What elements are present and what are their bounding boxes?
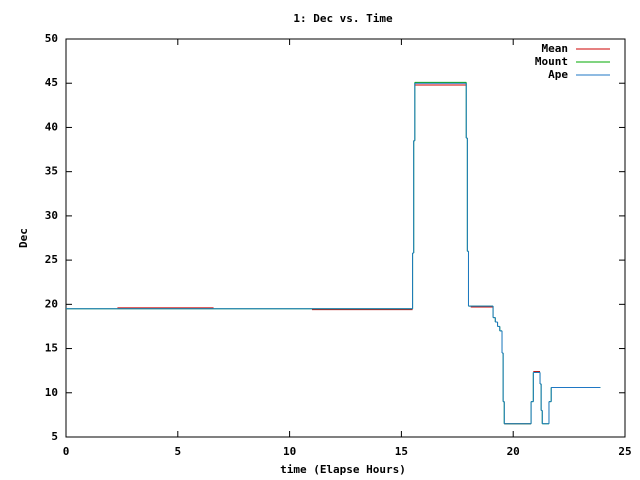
y-axis-label: Dec: [17, 228, 30, 248]
y-tick-label: 10: [45, 386, 58, 399]
x-tick-label: 5: [174, 445, 181, 458]
y-tick-label: 15: [45, 342, 58, 355]
plot-frame: [65, 38, 626, 438]
y-tick-label: 25: [45, 253, 58, 266]
y-tick-label: 5: [51, 430, 58, 443]
legend-label: Mean: [542, 42, 569, 55]
y-tick-label: 45: [45, 76, 58, 89]
legend-label: Mount: [535, 55, 568, 68]
y-tick-label: 50: [45, 32, 58, 45]
x-tick-label: 10: [283, 445, 296, 458]
y-tick-label: 30: [45, 209, 58, 222]
x-axis-label: time (Elapse Hours): [280, 463, 406, 476]
legend-label: Ape: [548, 68, 568, 81]
x-tick-label: 15: [395, 445, 408, 458]
x-tick-label: 20: [507, 445, 520, 458]
y-tick-label: 20: [45, 297, 58, 310]
x-tick-label: 25: [618, 445, 631, 458]
y-tick-label: 35: [45, 165, 58, 178]
y-tick-label: 40: [45, 120, 58, 133]
x-tick-label: 0: [63, 445, 70, 458]
chart-title: 1: Dec vs. Time: [293, 12, 393, 25]
